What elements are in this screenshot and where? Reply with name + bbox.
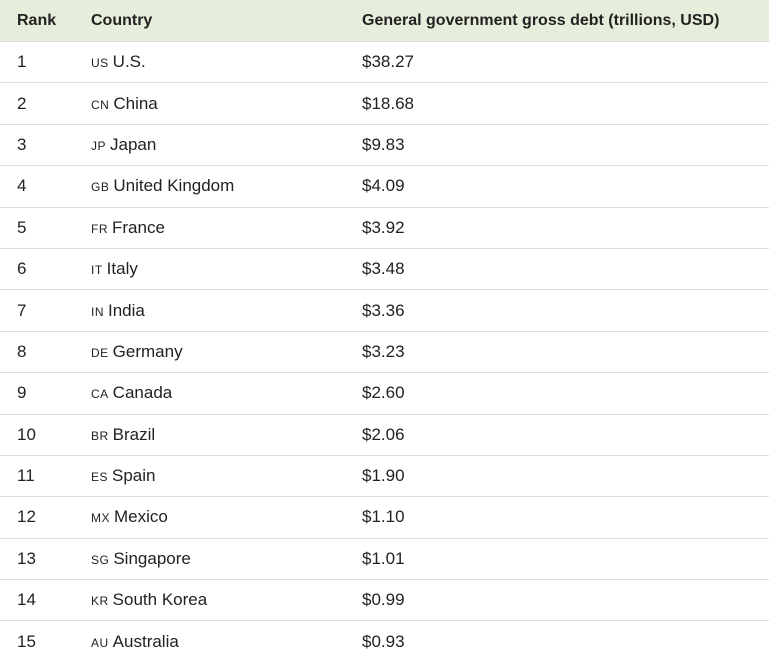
country-cell: IT Italy <box>91 247 362 290</box>
debt-cell: $0.99 <box>362 579 769 621</box>
rank-cell: 2 <box>0 82 91 125</box>
rank-cell: 10 <box>0 413 91 456</box>
table-row: 9 CA Canada $2.60 <box>0 372 769 415</box>
flag-icon: KR <box>91 594 109 609</box>
flag-icon: AU <box>91 635 109 650</box>
debt-cell: $38.27 <box>362 40 769 83</box>
country-name: South Korea <box>112 590 208 610</box>
flag-icon: MX <box>91 511 110 526</box>
debt-cell: $18.68 <box>362 82 769 125</box>
debt-cell: $3.92 <box>362 206 769 249</box>
rank-cell: 11 <box>0 454 91 497</box>
flag-icon: SG <box>91 552 110 567</box>
header-rank: Rank <box>0 0 91 42</box>
flag-icon: IN <box>91 304 104 319</box>
table-row: 7 IN India $3.36 <box>0 289 769 332</box>
rank-cell: 1 <box>0 40 91 83</box>
table-row: 11 ES Spain $1.90 <box>0 454 769 497</box>
flag-icon: CA <box>91 387 109 402</box>
country-cell: JP Japan <box>91 123 362 166</box>
table-row: 3 JP Japan $9.83 <box>0 123 769 166</box>
country-name: United Kingdom <box>113 176 235 196</box>
country-name: Brazil <box>112 424 156 444</box>
table-row: 1 US U.S. $38.27 <box>0 40 769 83</box>
country-cell: SG Singapore <box>91 537 362 580</box>
rank-cell: 8 <box>0 330 91 373</box>
debt-cell: $2.06 <box>362 413 769 456</box>
country-cell: FR France <box>91 206 362 249</box>
country-cell: IN India <box>91 289 362 332</box>
flag-icon: GB <box>91 180 110 195</box>
flag-icon: US <box>91 56 109 71</box>
table-row: 4 GB United Kingdom $4.09 <box>0 165 769 208</box>
country-name: France <box>112 217 165 237</box>
country-name: Australia <box>112 631 179 651</box>
rank-cell: 9 <box>0 372 91 415</box>
country-cell: AU Australia <box>91 620 362 662</box>
table-header: Rank Country General government gross de… <box>0 0 769 42</box>
flag-icon: BR <box>91 428 109 443</box>
debt-cell: $4.09 <box>362 165 769 208</box>
country-name: Singapore <box>113 548 191 568</box>
debt-cell: $3.48 <box>362 247 769 290</box>
flag-icon: CN <box>91 97 110 112</box>
country-cell: BR Brazil <box>91 413 362 456</box>
table-row: 6 IT Italy $3.48 <box>0 247 769 290</box>
country-cell: ES Spain <box>91 454 362 497</box>
rank-cell: 13 <box>0 537 91 580</box>
country-name: Japan <box>110 134 157 154</box>
rank-cell: 7 <box>0 289 91 332</box>
debt-cell: $3.23 <box>362 330 769 373</box>
table-row: 2 CN China $18.68 <box>0 82 769 125</box>
country-cell: DE Germany <box>91 330 362 373</box>
table-row: 5 FR France $3.92 <box>0 206 769 249</box>
debt-cell: $2.60 <box>362 372 769 415</box>
debt-cell: $1.90 <box>362 454 769 497</box>
country-name: Germany <box>112 341 183 361</box>
country-name: India <box>108 300 145 320</box>
rank-cell: 12 <box>0 496 91 539</box>
table-row: 8 DE Germany $3.23 <box>0 330 769 373</box>
flag-icon: IT <box>91 263 103 278</box>
flag-icon: ES <box>91 470 109 485</box>
debt-cell: $0.93 <box>362 620 769 662</box>
table-row: 15 AU Australia $0.93 <box>0 620 769 662</box>
debt-cell: $3.36 <box>362 289 769 332</box>
country-cell: KR South Korea <box>91 579 362 621</box>
country-name: Mexico <box>114 507 168 527</box>
debt-cell: $9.83 <box>362 123 769 166</box>
rank-cell: 3 <box>0 123 91 166</box>
rank-cell: 4 <box>0 165 91 208</box>
country-name: Italy <box>106 259 138 279</box>
country-name: Spain <box>112 466 156 486</box>
rank-cell: 6 <box>0 247 91 290</box>
country-name: China <box>113 93 158 113</box>
country-name: Canada <box>112 383 173 403</box>
header-debt: General government gross debt (trillions… <box>362 0 769 42</box>
country-cell: CN China <box>91 82 362 125</box>
debt-cell: $1.01 <box>362 537 769 580</box>
flag-icon: JP <box>91 138 107 153</box>
country-name: U.S. <box>112 52 146 72</box>
rank-cell: 5 <box>0 206 91 249</box>
debt-cell: $1.10 <box>362 496 769 539</box>
country-cell: CA Canada <box>91 372 362 415</box>
table-row: 12 MX Mexico $1.10 <box>0 496 769 539</box>
table-row: 14 KR South Korea $0.99 <box>0 579 769 621</box>
flag-icon: FR <box>91 221 108 236</box>
table-row: 10 BR Brazil $2.06 <box>0 413 769 456</box>
flag-icon: DE <box>91 345 109 360</box>
header-country: Country <box>91 0 362 42</box>
country-cell: MX Mexico <box>91 496 362 539</box>
country-cell: US U.S. <box>91 40 362 83</box>
rank-cell: 15 <box>0 620 91 662</box>
table-row: 13 SG Singapore $1.01 <box>0 537 769 580</box>
rank-cell: 14 <box>0 579 91 621</box>
country-cell: GB United Kingdom <box>91 165 362 208</box>
